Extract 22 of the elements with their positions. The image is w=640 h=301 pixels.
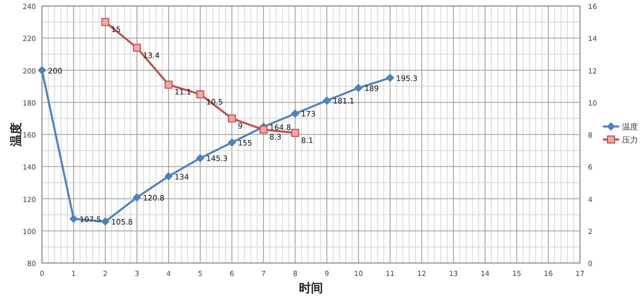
point	[101, 218, 110, 226]
point	[164, 80, 173, 89]
point	[101, 18, 110, 26]
point	[291, 128, 300, 137]
point	[291, 110, 300, 118]
point	[164, 172, 173, 180]
point	[260, 126, 268, 134]
point	[38, 66, 46, 74]
y-axis-title: 温度	[9, 122, 23, 148]
point	[354, 84, 362, 92]
point	[228, 114, 236, 122]
point	[386, 74, 394, 82]
point	[70, 214, 78, 223]
legend-label: 温度	[622, 122, 638, 132]
point	[228, 138, 236, 147]
point	[196, 154, 204, 162]
legend-label: 压力	[622, 136, 638, 144]
point	[322, 96, 331, 105]
x-axis-title: 时间	[299, 281, 323, 295]
point	[196, 90, 204, 98]
point	[132, 193, 141, 202]
point	[132, 44, 141, 52]
